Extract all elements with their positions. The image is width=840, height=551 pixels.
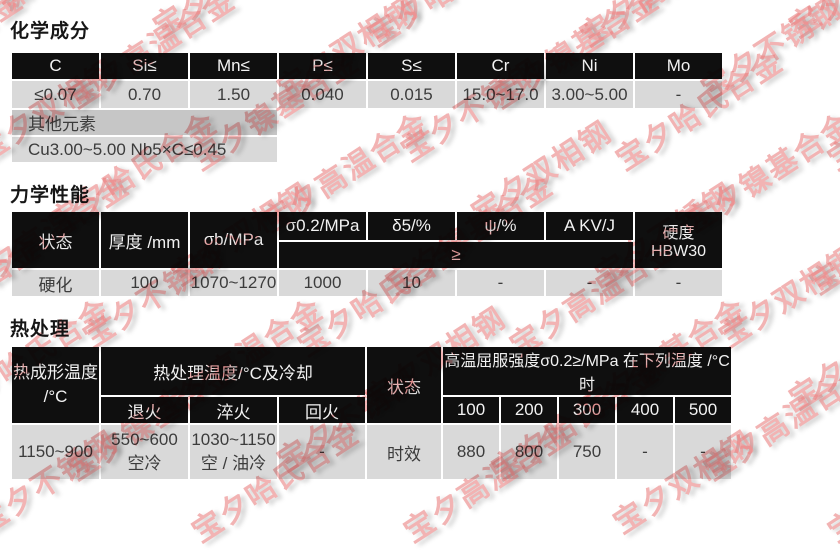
mech-header-akv: A KV/J — [544, 210, 635, 242]
mech-value-hardness: - — [633, 268, 724, 298]
heat-value-quench: 1030~1150 空 / 油冷 — [188, 423, 279, 481]
watermark-text: 宝夕哈氏合金 — [804, 168, 840, 302]
watermark-text: 宝夕高温合金 — [822, 44, 840, 178]
watermark-text: 宝夕哈氏合金 — [358, 0, 543, 55]
heat-treatment-table: 热成形温度 /°C 热处理温度/°C及冷却 状态 高温屈服强度σ0.2≥/MPa… — [10, 345, 733, 481]
chem-value-s: 0.015 — [366, 79, 457, 110]
heat-value-forming-temp: 1150~900 — [10, 423, 101, 481]
chem-value-row: ≤0.07 0.70 1.50 0.040 0.015 15.0~17.0 3.… — [10, 79, 724, 110]
heat-value-yield-200: 800 — [499, 423, 559, 481]
watermark-text: 宝夕镍基合金 — [822, 416, 840, 550]
heat-header-temper: 回火 — [277, 395, 367, 425]
watermark-text: 宝夕高温合金 — [570, 0, 755, 55]
chem-other-elements-value: Cu3.00~5.00 Nb5×C≤0.45 — [10, 135, 279, 164]
heat-header-treatment-span: 热处理温度/°C及冷却 — [99, 345, 367, 397]
chem-header-s: S≤ — [366, 51, 457, 81]
mech-value-delta5: 10 — [366, 268, 457, 298]
heat-header-yield-span: 高温屈服强度σ0.2≥/MPa 在下列温度 /°C时 — [441, 345, 733, 397]
heat-header-forming-temp-line2: /°C — [43, 387, 68, 406]
chem-header-cr: Cr — [455, 51, 546, 81]
watermark-text: 宝夕双相钢 — [713, 239, 840, 355]
mech-header-delta5: δ5/% — [366, 210, 457, 242]
chem-header-si: Si≤ — [99, 51, 190, 81]
heat-value-yield-400: - — [615, 423, 675, 481]
chem-header-mo: Mo — [633, 51, 724, 81]
heat-header-temp-400: 400 — [615, 395, 675, 425]
chem-other-elements-label: 其他元素 — [10, 108, 279, 137]
mech-header-row-2: ≥ — [11, 240, 723, 270]
heat-value-yield-500: - — [673, 423, 733, 481]
mech-data-row: 硬化 100 1070~1270 1000 10 - - - — [10, 268, 724, 298]
section-title-mechanical-properties: 力学性能 — [10, 185, 91, 206]
chem-value-mo: - — [633, 79, 724, 110]
chem-value-cr: 15.0~17.0 — [455, 79, 546, 110]
empty-space — [278, 136, 723, 163]
chem-value-c: ≤0.07 — [10, 79, 101, 110]
mech-header-sigma-02: σ0.2/MPa — [277, 210, 368, 242]
chem-value-ni: 3.00~5.00 — [544, 79, 635, 110]
heat-header-row-1: 热成形温度 /°C 热处理温度/°C及冷却 状态 高温屈服强度σ0.2≥/MPa… — [10, 345, 733, 425]
heat-header-temp-200: 200 — [499, 395, 559, 425]
mech-header-sigma-b: σb/MPa — [188, 210, 279, 270]
heat-header-temp-300: 300 — [557, 395, 617, 425]
mech-value-sigma-02: 1000 — [277, 268, 368, 298]
mech-header-hardness: 硬度 HBW30 — [633, 210, 724, 270]
mech-header-gte: ≥ — [277, 240, 635, 270]
chem-header-row: C Si≤ Mn≤ P≤ S≤ Cr Ni Mo — [10, 51, 724, 81]
watermark-text: 宝夕不锈钢 — [143, 0, 301, 46]
heat-value-quench-line2: 空 / 油冷 — [200, 454, 267, 473]
chem-header-ni: Ni — [544, 51, 635, 81]
section-title-chemical-composition: 化学成分 — [10, 21, 91, 42]
chem-other-label-row: 其他元素 — [10, 108, 723, 137]
chem-other-value-row: Cu3.00~5.00 Nb5×C≤0.45 — [10, 135, 723, 164]
mech-value-psi: - — [455, 268, 546, 298]
heat-value-yield-100: 880 — [441, 423, 501, 481]
chemical-composition-table: C Si≤ Mn≤ P≤ S≤ Cr Ni Mo ≤0.07 0.70 1.50… — [10, 51, 724, 164]
mech-value-thickness: 100 — [99, 268, 190, 298]
heat-value-anneal-line2: 空冷 — [127, 454, 162, 473]
mechanical-properties-table: 状态 厚度 /mm σb/MPa σ0.2/MPa δ5/% ψ/% A KV/… — [10, 210, 724, 298]
heat-value-quench-line1: 1030~1150 — [191, 430, 276, 449]
heat-header-row-2: 退火 淬火 回火 100 200 300 400 500 — [11, 395, 733, 425]
chem-value-mn: 1.50 — [188, 79, 279, 110]
chem-value-p: 0.040 — [277, 79, 368, 110]
mech-value-sigma-b: 1070~1270 — [188, 268, 279, 298]
mech-value-akv: - — [544, 268, 635, 298]
heat-header-anneal: 退火 — [99, 395, 190, 425]
heat-header-forming-temp-line1: 热成形温度 — [13, 363, 98, 382]
watermark-text: 宝夕不锈钢 — [783, 301, 840, 417]
heat-header-state: 状态 — [365, 345, 443, 425]
mech-header-row-1: 状态 厚度 /mm σb/MPa σ0.2/MPa δ5/% ψ/% A KV/… — [10, 210, 724, 270]
section-title-heat-treatment: 热处理 — [10, 319, 71, 340]
heat-header-temp-100: 100 — [441, 395, 501, 425]
heat-value-yield-300: 750 — [557, 423, 617, 481]
mech-value-state: 硬化 — [10, 268, 101, 298]
watermark-text: 宝夕双相钢 — [0, 356, 1, 480]
heat-data-row: 1150~900 550~600 空冷 1030~1150 空 / 油冷 - 时… — [10, 423, 733, 481]
heat-header-temp-500: 500 — [673, 395, 733, 425]
mech-header-thickness: 厚度 /mm — [99, 210, 190, 270]
heat-value-temper: - — [277, 423, 367, 481]
heat-value-anneal: 550~600 空冷 — [99, 423, 190, 481]
heat-value-anneal-line1: 550~600 — [111, 430, 178, 449]
chem-header-p: P≤ — [277, 51, 368, 81]
heat-header-quench: 淬火 — [188, 395, 279, 425]
heat-value-state: 时效 — [365, 423, 443, 481]
chem-value-si: 0.70 — [99, 79, 190, 110]
mech-header-psi: ψ/% — [455, 210, 546, 242]
watermark-text: 宝夕双相钢 — [779, 0, 840, 46]
chem-header-mn: Mn≤ — [188, 51, 279, 81]
empty-space — [278, 109, 723, 136]
chem-header-c: C — [10, 51, 101, 81]
mech-header-state: 状态 — [10, 210, 101, 270]
heat-header-forming-temp: 热成形温度 /°C — [10, 345, 101, 425]
